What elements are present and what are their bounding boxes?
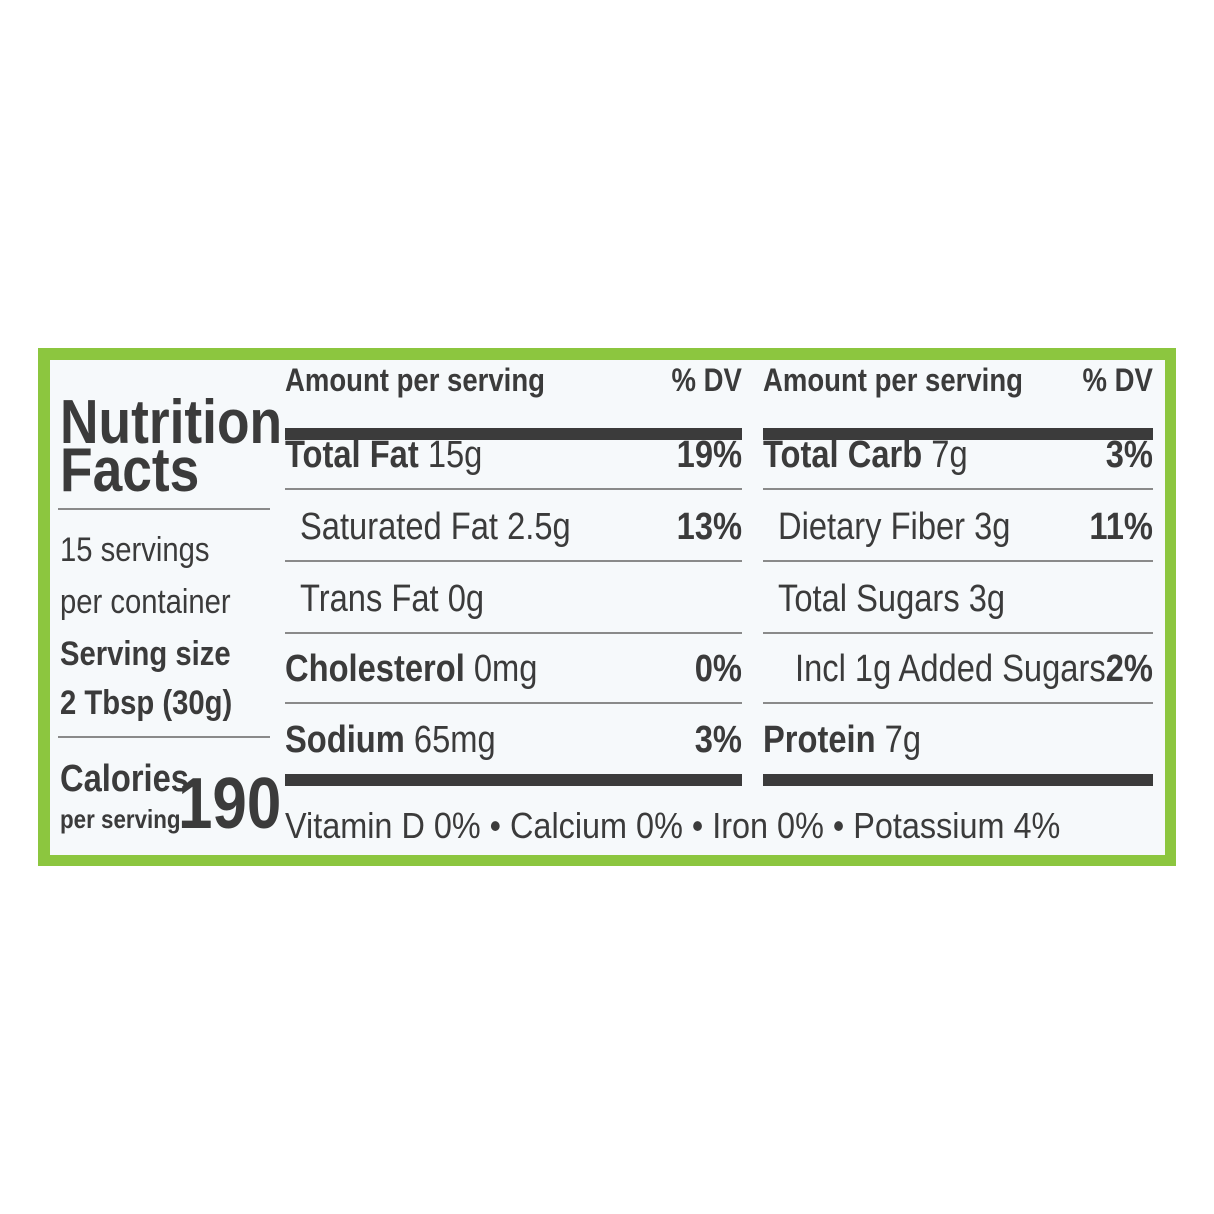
nutrient-row: Protein 7g [763,721,921,759]
nutrient-amount: 7g [931,434,968,476]
thick-rule [285,428,742,440]
nutrient-dv: 19% [676,434,742,476]
serving-size-value: 2 Tbsp (30g) [60,684,233,722]
nutrient-amount: 15g [427,434,483,476]
nutrient-amount: 3g [968,578,1006,620]
row-divider [763,702,1153,704]
servings-line-1: 15 servings [60,531,210,569]
nutrient-dv: 3% [694,719,742,761]
nutrient-amount: 7g [884,719,922,761]
nutrition-label-panel [50,360,1165,855]
thick-rule [763,428,1153,440]
header-amount: Amount per serving [763,362,1023,398]
nutrient-row: Total Sugars 3g [778,580,1005,618]
row-divider [763,560,1153,562]
title-line-1: Nutrition [60,388,283,457]
nutrient-amount: 2.5g [507,506,571,548]
nutrient-name: Cholesterol [285,648,465,690]
nutrient-dv: 0% [694,648,742,690]
divider [58,736,270,738]
nutrient-name: Trans Fat [300,578,439,620]
nutrient-row: Dietary Fiber 3g [778,508,1010,546]
nutrient-amount: 0g [447,578,485,620]
nutrient-name: Total Carb [763,434,923,476]
nutrient-row: Total Carb 7g [763,436,968,474]
divider [58,508,270,510]
title-line-2: Facts [60,436,200,505]
row-divider [763,488,1153,490]
row-divider [285,560,742,562]
calories-value: 190 [178,764,282,844]
nutrient-name: Total Sugars [778,578,960,620]
calories-sub: per serving [60,804,181,834]
nutrient-amount: 0mg [473,648,538,690]
nutrient-name: Incl 1g Added Sugars [795,648,1106,690]
thick-rule [285,774,742,786]
thick-rule [763,774,1153,786]
nutrient-name: Sodium [285,719,405,761]
row-divider [763,632,1153,634]
nutrient-name: Total Fat [285,434,419,476]
nutrient-dv: 3% [1105,434,1153,476]
nutrient-row: Incl 1g Added Sugars [795,650,1106,688]
calories-label: Calories [60,758,189,800]
nutrient-amount: 3g [974,506,1011,548]
nutrient-row: Cholesterol 0mg [285,650,537,688]
serving-size-label: Serving size [60,635,231,673]
nutrient-amount: 65mg [413,719,496,761]
nutrient-row: Saturated Fat 2.5g [300,508,571,546]
nutrient-dv: 2% [1105,648,1153,690]
nutrient-row: Trans Fat 0g [300,580,484,618]
nutrient-name: Protein [763,719,876,761]
vitamins-minerals-footer: Vitamin D 0% • Calcium 0% • Iron 0% • Po… [285,805,1061,846]
nutrient-name: Saturated Fat [300,506,499,548]
header-dv: % DV [671,362,742,398]
nutrient-dv: 11% [1089,506,1153,548]
servings-line-2: per container [60,583,231,621]
row-divider [285,632,742,634]
row-divider [285,488,742,490]
row-divider [285,702,742,704]
nutrient-row: Sodium 65mg [285,721,496,759]
header-dv: % DV [1082,362,1153,398]
nutrient-row: Total Fat 15g [285,436,482,474]
header-amount: Amount per serving [285,362,545,398]
nutrient-name: Dietary Fiber [778,506,966,548]
nutrient-dv: 13% [676,506,742,548]
